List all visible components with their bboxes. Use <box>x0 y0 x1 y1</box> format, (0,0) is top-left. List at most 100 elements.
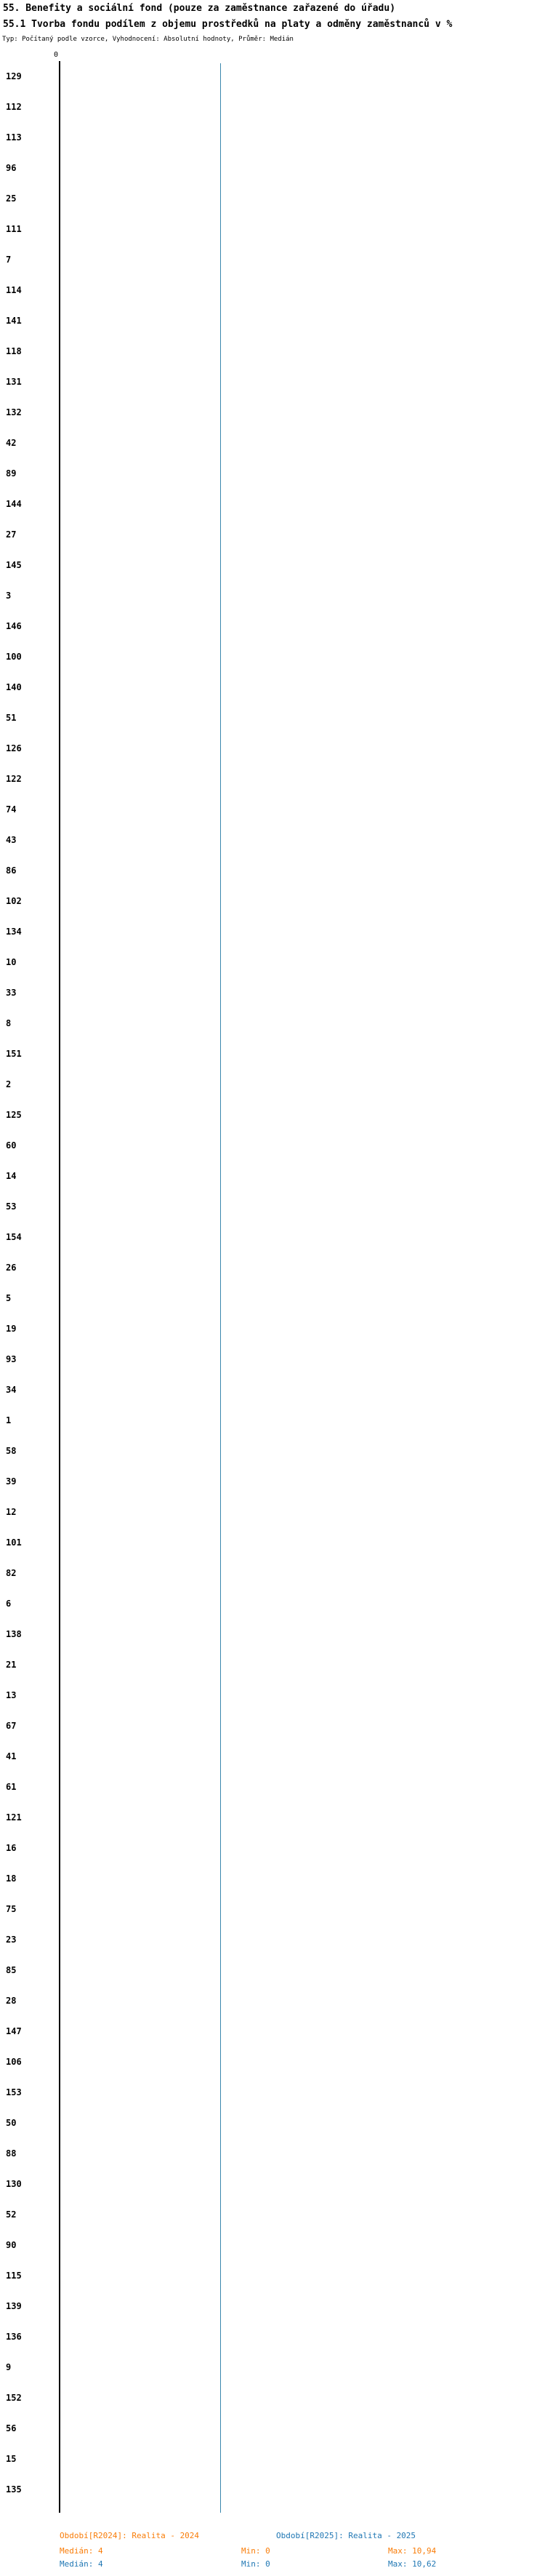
bar-group: 5 <box>0 1292 545 1322</box>
group-id-label: 129 <box>6 71 22 81</box>
group-id-label: 152 <box>6 2393 22 2403</box>
group-id-label: 13 <box>6 1690 17 1700</box>
group-id-label: 61 <box>6 1782 17 1792</box>
bar-group: 74 <box>0 803 545 833</box>
bar-group: 144 <box>0 497 545 528</box>
group-id-label: 15 <box>6 2454 17 2464</box>
group-id-label: 67 <box>6 1721 17 1731</box>
bar-group: 16 <box>0 1841 545 1872</box>
group-id-label: 53 <box>6 1201 17 1212</box>
legend-item-r2024: Období[R2024]: Realita - 2024 <box>60 2531 200 2540</box>
group-id-label: 6 <box>6 1599 12 1609</box>
group-id-label: 12 <box>6 1507 17 1517</box>
group-id-label: 121 <box>6 1812 22 1823</box>
bar-group: 12 <box>0 1505 545 1536</box>
bar-group: 101 <box>0 1536 545 1567</box>
bar-group: 126 <box>0 742 545 772</box>
group-id-label: 25 <box>6 193 17 204</box>
group-id-label: 21 <box>6 1660 17 1670</box>
group-id-label: 114 <box>6 285 22 295</box>
group-id-label: 122 <box>6 774 22 784</box>
group-id-label: 3 <box>6 591 12 601</box>
bar-group: 18 <box>0 1872 545 1903</box>
bar-group: 90 <box>0 2239 545 2269</box>
bar-group: 102 <box>0 895 545 925</box>
bar-group: 86 <box>0 864 545 895</box>
bar-group: 67 <box>0 1719 545 1750</box>
bar-group: 151 <box>0 1047 545 1078</box>
bar-group: 15 <box>0 2452 545 2483</box>
group-id-label: 134 <box>6 927 22 937</box>
group-id-label: 18 <box>6 1873 17 1884</box>
group-id-label: 89 <box>6 468 17 479</box>
bar-group: 43 <box>0 833 545 864</box>
group-id-label: 132 <box>6 407 22 417</box>
group-id-label: 26 <box>6 1263 17 1273</box>
group-id-label: 2 <box>6 1079 12 1089</box>
bar-group: 14 <box>0 1169 545 1200</box>
bar-group: 2 <box>0 1078 545 1108</box>
bar-group: 122 <box>0 772 545 803</box>
group-id-label: 93 <box>6 1354 17 1364</box>
group-id-label: 154 <box>6 1232 22 1242</box>
bar-group: 134 <box>0 925 545 956</box>
group-id-label: 144 <box>6 499 22 509</box>
group-id-label: 147 <box>6 2026 22 2036</box>
stat-max-r2024: Max: 10,94 <box>388 2546 437 2556</box>
bar-group: 111 <box>0 223 545 253</box>
group-id-label: 115 <box>6 2271 22 2281</box>
bar-group: 82 <box>0 1567 545 1597</box>
group-id-label: 111 <box>6 224 22 234</box>
bar-group: 132 <box>0 406 545 436</box>
group-id-label: 126 <box>6 743 22 753</box>
group-id-label: 102 <box>6 896 22 906</box>
bar-group: 39 <box>0 1475 545 1505</box>
bar-group: 154 <box>0 1231 545 1261</box>
group-id-label: 88 <box>6 2148 17 2159</box>
group-id-label: 42 <box>6 438 17 448</box>
group-id-label: 74 <box>6 804 17 815</box>
bar-group: 7 <box>0 253 545 284</box>
stat-min-r2024: Min: 0 <box>241 2546 270 2556</box>
group-id-label: 139 <box>6 2301 22 2311</box>
bar-group: 61 <box>0 1780 545 1811</box>
bar-group: 13 <box>0 1689 545 1719</box>
group-id-label: 131 <box>6 377 22 387</box>
bar-group: 93 <box>0 1353 545 1383</box>
group-id-label: 146 <box>6 621 22 631</box>
group-id-label: 101 <box>6 1537 22 1548</box>
group-id-label: 51 <box>6 713 17 723</box>
bar-group: 23 <box>0 1933 545 1964</box>
bar-group: 100 <box>0 650 545 681</box>
bar-group: 33 <box>0 986 545 1017</box>
group-id-label: 82 <box>6 1568 17 1578</box>
group-id-label: 16 <box>6 1843 17 1853</box>
group-id-label: 28 <box>6 1996 17 2006</box>
bar-group: 27 <box>0 528 545 559</box>
group-id-label: 8 <box>6 1018 12 1028</box>
bar-group: 121 <box>0 1811 545 1841</box>
bar-group: 50 <box>0 2116 545 2147</box>
group-id-label: 75 <box>6 1904 17 1914</box>
group-id-label: 50 <box>6 2118 17 2128</box>
stat-max-r2025: Max: 10,62 <box>388 2559 437 2569</box>
bar-group: 1 <box>0 1414 545 1444</box>
bar-group: 96 <box>0 161 545 192</box>
bar-group: 88 <box>0 2147 545 2177</box>
group-id-label: 85 <box>6 1965 17 1975</box>
bar-group: 140 <box>0 681 545 711</box>
bar-group: 145 <box>0 559 545 589</box>
bar-group: 113 <box>0 131 545 161</box>
median-reference-line <box>220 63 221 2513</box>
bar-group: 152 <box>0 2391 545 2422</box>
group-id-label: 10 <box>6 957 17 967</box>
page-subtitle: 55.1 Tvorba fondu podílem z objemu prost… <box>3 19 453 30</box>
bar-group: 34 <box>0 1383 545 1414</box>
bar-group: 125 <box>0 1108 545 1139</box>
group-id-label: 27 <box>6 529 17 540</box>
group-id-label: 23 <box>6 1935 17 1945</box>
x-axis-zero-label: 0 <box>54 51 59 59</box>
group-id-label: 90 <box>6 2240 17 2250</box>
bar-group: 41 <box>0 1750 545 1780</box>
group-id-label: 14 <box>6 1171 17 1181</box>
